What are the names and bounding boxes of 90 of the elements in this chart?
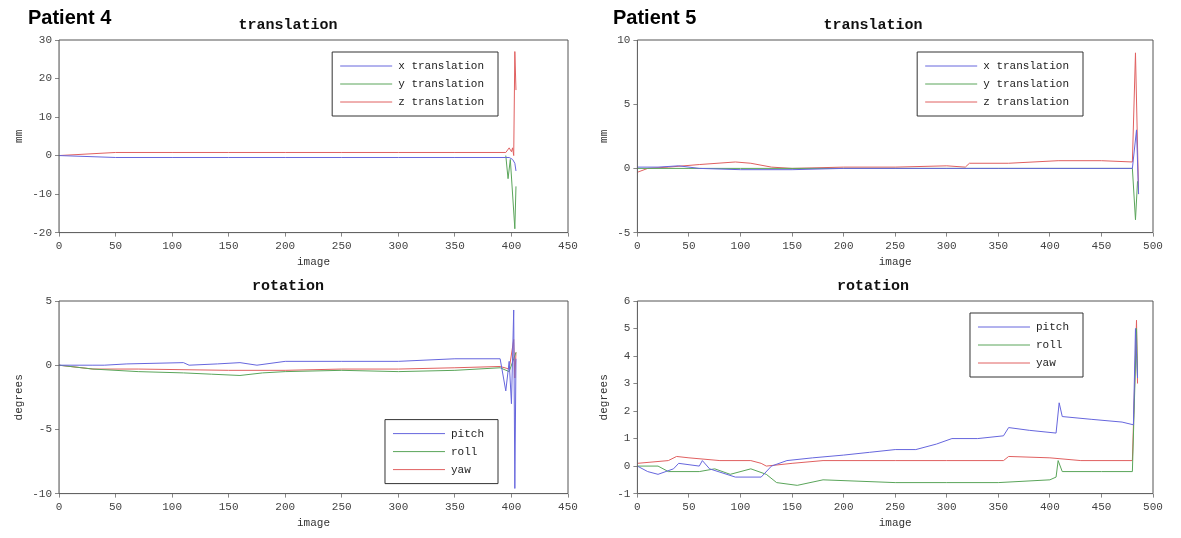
x-tick-label: 200 [833,240,854,253]
y-tick-label: 0 [45,359,52,372]
legend-label: yaw [1035,356,1057,369]
x-tick-label: 300 [936,240,957,253]
x-tick-label: 450 [1091,240,1112,253]
x-tick-label: 450 [558,501,578,514]
y-tick-label: -1 [617,487,631,500]
x-tick-label: 350 [444,501,465,514]
x-tick-label: 0 [55,501,63,514]
x-tick-label: 400 [1039,240,1060,253]
chart-title: rotation [836,277,910,295]
legend-label: z translation [983,95,1070,108]
x-tick-label: 200 [275,240,296,253]
y-tick-label: 20 [38,72,52,85]
x-tick-label: 450 [558,240,578,253]
x-tick-label: 350 [988,240,1009,253]
y-tick-label: 5 [623,98,631,111]
y-tick-label: -10 [32,487,52,500]
x-tick-label: 300 [936,501,957,514]
y-tick-label: 0 [45,149,52,162]
x-tick-label: 350 [444,240,465,253]
x-tick-label: 400 [501,240,522,253]
x-tick-label: 250 [885,240,906,253]
x-tick-label: 0 [55,240,63,253]
x-tick-label: 200 [275,501,296,514]
text: Patient 5 [613,6,697,29]
y-tick-label: 6 [623,294,631,307]
x-axis-title: image [878,517,912,530]
x-tick-label: 150 [218,240,239,253]
x-tick-label: 350 [988,501,1009,514]
legend-label: roll [1035,338,1063,351]
x-tick-label: 500 [1143,240,1163,253]
legend-label: roll [450,445,478,458]
x-axis-title: image [296,517,331,530]
y-axis-title: mm [597,129,610,143]
legend-label: z translation [398,95,485,108]
x-tick-label: 300 [388,501,409,514]
y-tick-label: -20 [32,226,52,239]
x-tick-label: 150 [782,501,802,514]
x-tick-label: 50 [682,501,696,514]
x-tick-label: 100 [730,501,751,514]
x-tick-label: 400 [501,501,522,514]
x-axis-title: image [296,256,331,269]
y-tick-label: -5 [617,226,631,239]
y-tick-label: 10 [38,110,52,123]
chart-title: translation [823,16,923,34]
x-tick-label: 150 [782,240,802,253]
x-tick-label: 300 [388,240,409,253]
y-tick-label: -10 [32,187,52,200]
chart-title: translation [238,16,338,34]
y-tick-label: 1 [623,432,631,445]
legend-label: x translation [983,59,1070,72]
x-tick-label: 100 [730,240,751,253]
x-tick-label: 250 [331,240,352,253]
legend-label: y translation [983,77,1070,90]
x-tick-label: 100 [162,501,183,514]
legend-label: pitch [450,427,485,440]
legend-label: pitch [1035,320,1070,333]
x-tick-label: 250 [885,501,906,514]
y-tick-label: 5 [623,322,631,335]
x-tick-label: 50 [108,501,123,514]
x-tick-label: 50 [108,240,123,253]
y-tick-label: 0 [623,459,631,472]
x-axis-title: image [878,256,912,269]
x-tick-label: 150 [218,501,239,514]
x-tick-label: 400 [1039,501,1060,514]
x-tick-label: 200 [833,501,854,514]
legend-label: yaw [450,463,472,476]
x-tick-label: 50 [682,240,696,253]
x-tick-label: 100 [162,240,183,253]
x-tick-label: 250 [331,501,352,514]
y-axis-title: mm [12,129,25,143]
y-tick-label: 30 [38,33,52,46]
y-tick-label: 10 [617,33,631,46]
y-tick-label: 4 [623,349,631,362]
x-tick-label: 450 [1091,501,1112,514]
x-tick-label: 500 [1143,501,1163,514]
legend-label: y translation [398,77,485,90]
text: Patient 4 [28,6,112,29]
x-tick-label: 0 [634,240,641,253]
y-axis-title: degrees [597,374,610,421]
y-tick-label: 3 [623,377,631,390]
y-tick-label: -5 [38,423,52,436]
chart-title: rotation [251,277,325,295]
x-tick-label: 0 [634,501,641,514]
y-tick-label: 5 [45,294,52,307]
y-tick-label: 0 [623,162,631,175]
y-tick-label: 2 [623,404,631,417]
y-axis-title: degrees [12,374,25,421]
legend-label: x translation [398,59,485,72]
